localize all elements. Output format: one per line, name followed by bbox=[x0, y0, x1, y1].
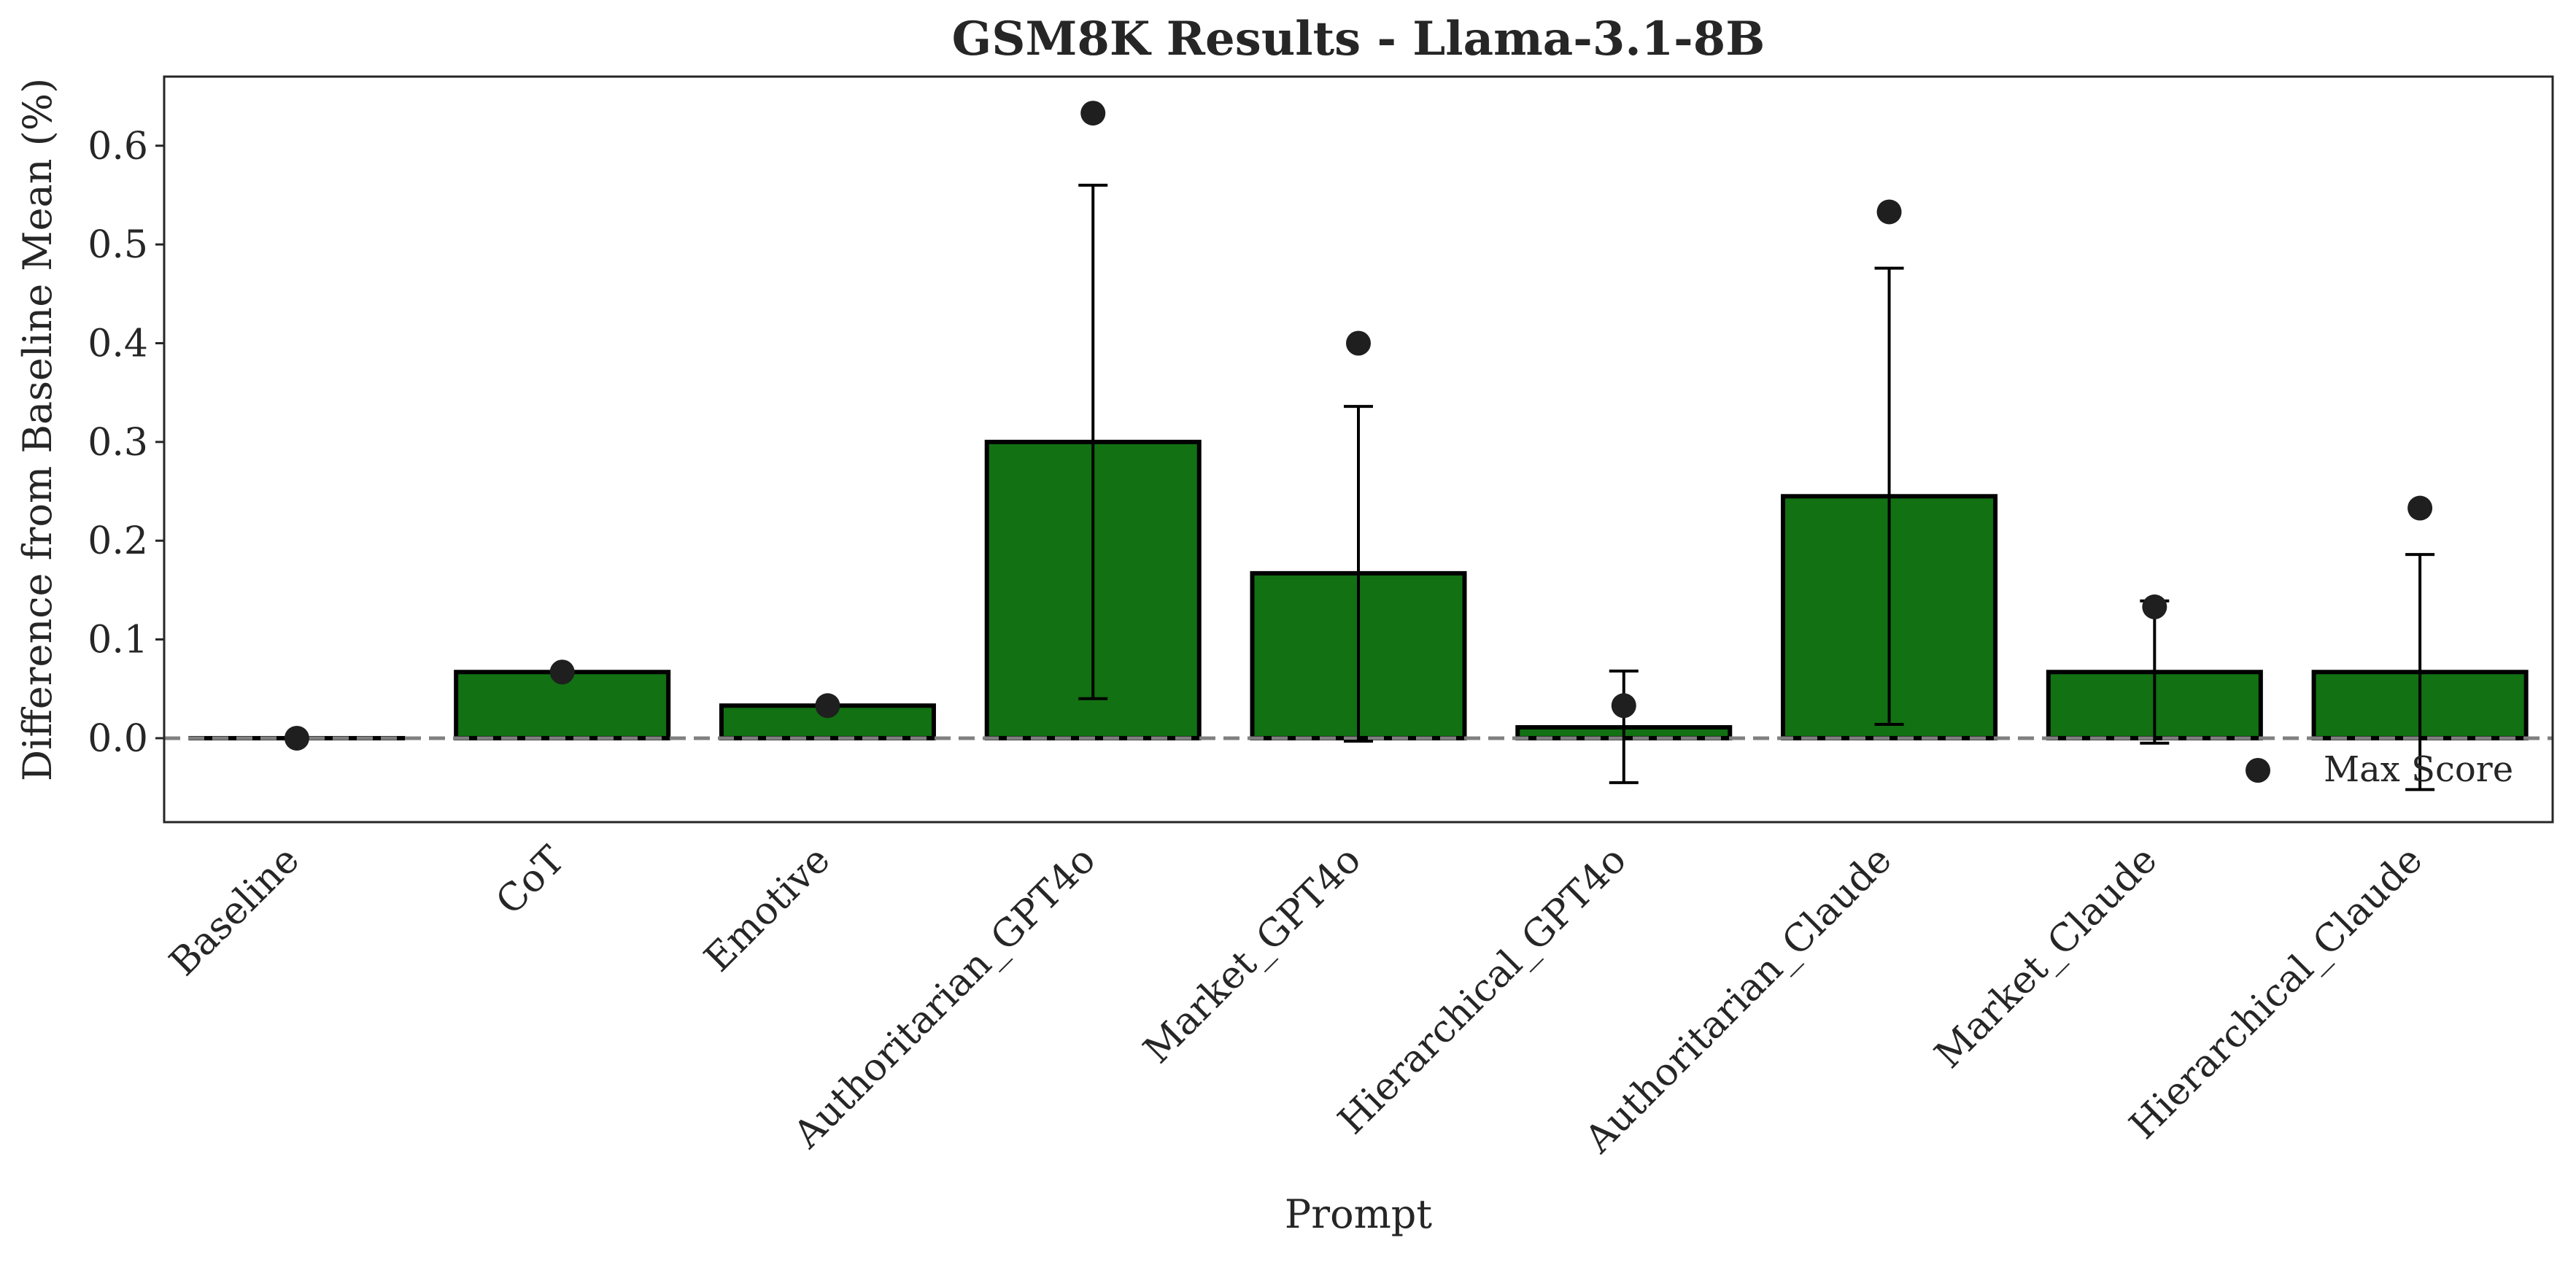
x-tick-label: CoT bbox=[488, 838, 573, 924]
y-tick-label: 0.1 bbox=[88, 619, 148, 662]
max-score-point bbox=[2142, 594, 2167, 619]
y-tick-label: 0.0 bbox=[88, 717, 148, 761]
y-tick-label: 0.4 bbox=[88, 322, 148, 365]
x-tick-label: Hierarchical_GPT4o bbox=[1330, 838, 1635, 1143]
max-score-point bbox=[549, 659, 575, 685]
max-score-point bbox=[815, 693, 840, 719]
max-score-point bbox=[284, 725, 309, 751]
x-tick-label: Hierarchical_Claude bbox=[2121, 838, 2432, 1148]
max-score-point bbox=[1080, 101, 1106, 126]
x-tick-label: Emotive bbox=[696, 838, 838, 980]
x-axis-label: Prompt bbox=[1285, 1191, 1432, 1237]
x-tick-label: Baseline bbox=[161, 838, 308, 985]
x-tick-label: Market_Claude bbox=[1927, 838, 2166, 1077]
legend-marker bbox=[2246, 758, 2270, 783]
y-axis-label: Difference from Baseline Mean (%) bbox=[15, 78, 61, 781]
bar-emotive bbox=[719, 703, 936, 740]
x-tick-label: Market_GPT4o bbox=[1135, 838, 1369, 1072]
y-tick-label: 0.2 bbox=[88, 519, 148, 563]
plot-frame bbox=[163, 75, 2554, 824]
y-tick-label: 0.3 bbox=[88, 421, 148, 465]
legend-label: Max Score bbox=[2324, 749, 2513, 790]
y-tick-label: 0.5 bbox=[88, 223, 148, 267]
max-score-point bbox=[2407, 495, 2433, 521]
x-tick-label: Authoritarian_GPT4o bbox=[785, 838, 1105, 1158]
chart-title: GSM8K Results - Llama-3.1-8B bbox=[952, 12, 1765, 66]
max-score-point bbox=[1876, 199, 1902, 225]
max-score-point bbox=[1346, 330, 1371, 356]
max-score-point bbox=[1611, 693, 1636, 719]
x-tick-label: Authoritarian_Claude bbox=[1577, 838, 1900, 1162]
y-tick-label: 0.6 bbox=[88, 125, 148, 169]
